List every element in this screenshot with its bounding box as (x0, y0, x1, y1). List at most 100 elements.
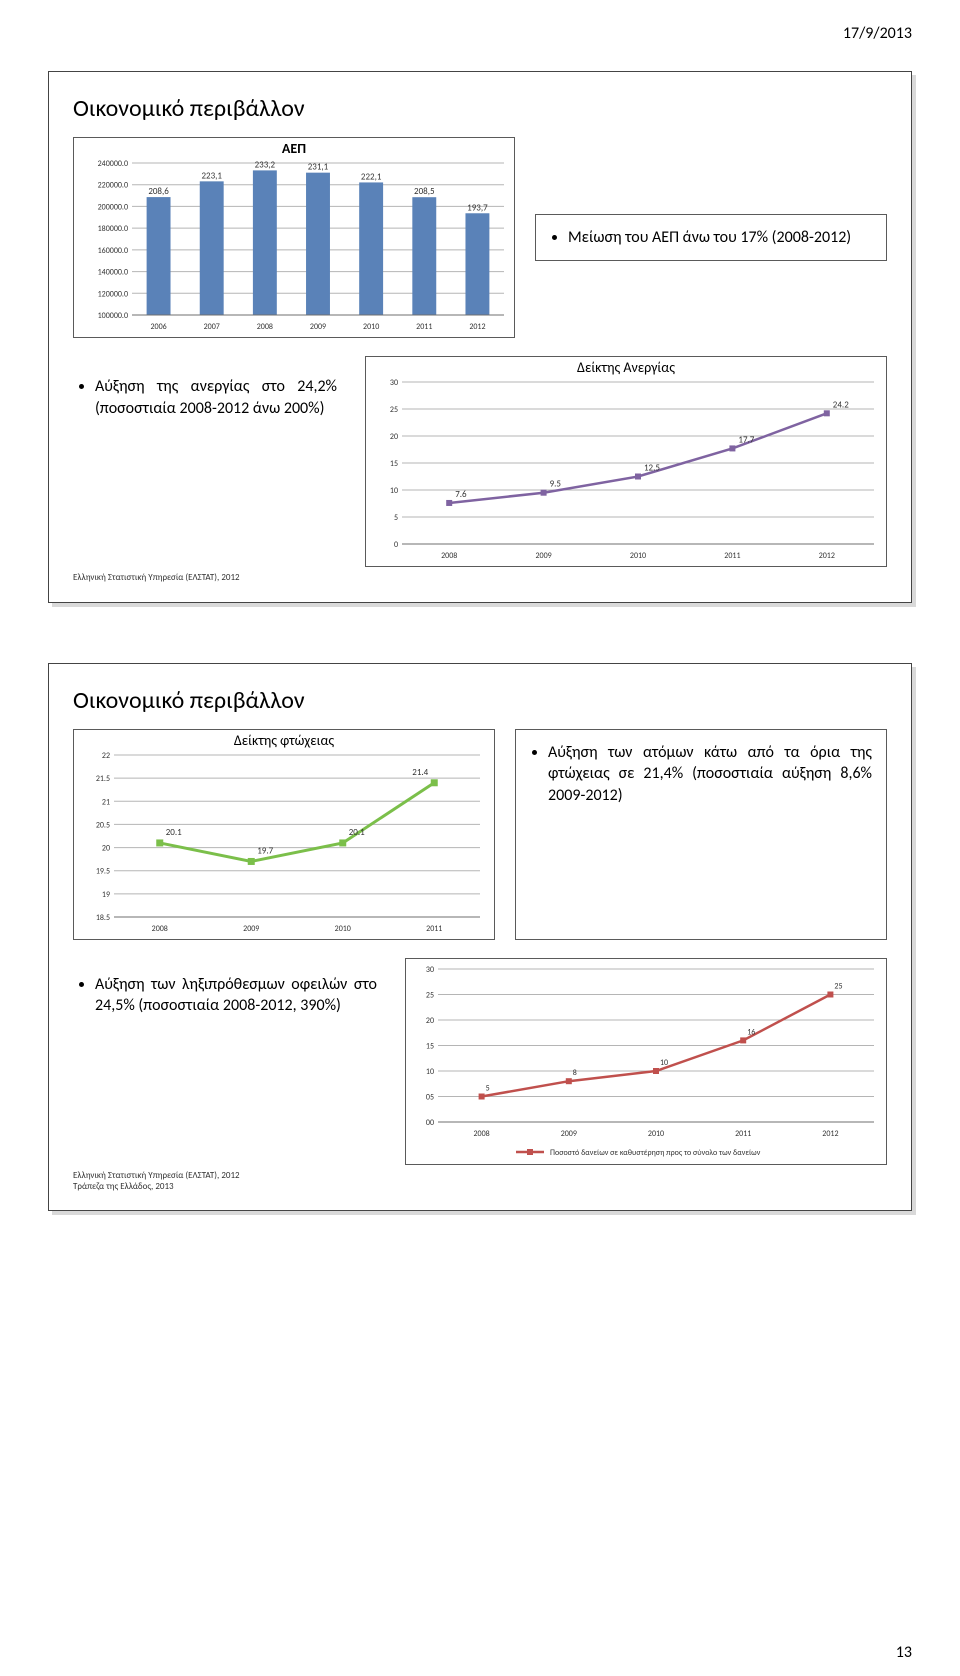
poverty-bullet-text: Αύξηση των ατόμων κάτω από τα όρια της φ… (548, 742, 872, 807)
svg-text:10: 10 (390, 486, 398, 496)
svg-text:30: 30 (426, 965, 434, 975)
svg-text:21: 21 (102, 797, 110, 807)
svg-text:25: 25 (390, 405, 398, 415)
unemployment-bullet-box: Αύξηση της ανεργίας στο 24,2% (ποσοστιαί… (73, 356, 345, 423)
svg-text:24.2: 24.2 (833, 399, 849, 410)
svg-text:2010: 2010 (648, 1129, 664, 1139)
svg-text:5: 5 (486, 1083, 490, 1093)
svg-text:222,1: 222,1 (361, 171, 382, 182)
svg-text:18.5: 18.5 (96, 913, 110, 923)
svg-text:180000.0: 180000.0 (98, 224, 128, 234)
slide-2: Οικονομικό περιβάλλον Δείκτης φτώχειας 1… (48, 663, 912, 1212)
svg-text:0: 0 (394, 540, 398, 550)
slide-2-source-2: Τράπεζα της Ελλάδος, 2013 (73, 1182, 887, 1193)
svg-text:231,1: 231,1 (308, 162, 329, 173)
svg-text:7.6: 7.6 (455, 489, 467, 500)
svg-text:30: 30 (390, 378, 398, 388)
svg-text:240000.0: 240000.0 (98, 159, 128, 169)
svg-text:2008: 2008 (257, 322, 273, 332)
loans-bullet-box: Αύξηση των ληξιπρόθεσμων οφειλών στο 24,… (73, 958, 385, 1021)
svg-text:2009: 2009 (243, 924, 259, 934)
svg-text:10: 10 (660, 1058, 668, 1068)
svg-text:20.5: 20.5 (96, 820, 110, 830)
svg-text:2008: 2008 (473, 1129, 489, 1139)
slide-2-title: Οικονομικό περιβάλλον (73, 686, 887, 715)
slide-1-source: Ελληνική Στατιστική Υπηρεσία (ΕΛΣΤΑΤ), 2… (73, 573, 887, 584)
svg-text:05: 05 (426, 1092, 434, 1102)
svg-text:15: 15 (426, 1041, 434, 1051)
unemployment-chart-title: Δείκτης Ανεργίας (366, 357, 886, 376)
svg-text:2009: 2009 (535, 551, 551, 561)
svg-text:2010: 2010 (363, 322, 379, 332)
svg-text:10: 10 (426, 1067, 434, 1077)
svg-text:25: 25 (426, 990, 434, 1000)
page-number: 13 (896, 1643, 912, 1662)
loans-chart-frame: 00 05 10 15 20 25 30 5 2008 8 2009 10 2010 16 2011 25 20… (405, 958, 887, 1165)
svg-text:2009: 2009 (561, 1129, 577, 1139)
svg-text:100000.0: 100000.0 (98, 311, 128, 321)
svg-text:16: 16 (747, 1027, 755, 1037)
svg-text:9.5: 9.5 (550, 479, 562, 490)
svg-text:20: 20 (390, 432, 398, 442)
svg-text:19: 19 (102, 890, 110, 900)
page: 17/9/2013 Οικονομικό περιβάλλον ΑΕΠ 1000… (0, 0, 960, 1676)
slide-1: Οικονομικό περιβάλλον ΑΕΠ 100000.0 120000… (48, 71, 912, 603)
svg-text:8: 8 (573, 1068, 577, 1078)
svg-text:22: 22 (102, 751, 110, 761)
unemployment-chart-frame: Δείκτης Ανεργίας 0 5 10 15 20 25 30 7.6 2008 9.5 2… (365, 356, 887, 567)
svg-text:193,7: 193,7 (467, 202, 488, 213)
svg-text:208,5: 208,5 (414, 186, 435, 197)
date-header: 17/9/2013 (48, 24, 912, 43)
svg-text:2010: 2010 (630, 551, 646, 561)
gdp-chart-svg: 100000.0 120000.0 140000.0 160000.0 180000.0… (74, 157, 512, 337)
svg-text:208,6: 208,6 (148, 186, 169, 197)
poverty-chart-svg: 18.51919.52020.52121.52220.1200819.72009… (74, 749, 492, 939)
slide-2-source-1: Ελληνική Στατιστική Υπηρεσία (ΕΛΣΤΑΤ), 2… (73, 1171, 887, 1182)
svg-text:21.4: 21.4 (412, 767, 428, 778)
slide-1-title: Οικονομικό περιβάλλον (73, 94, 887, 123)
svg-text:2010: 2010 (335, 924, 351, 934)
svg-text:20: 20 (102, 843, 110, 853)
svg-text:Ποσοστό δανείων σε καθυστέρηση: Ποσοστό δανείων σε καθυστέρηση προς το σ… (550, 1148, 761, 1158)
svg-text:20.1: 20.1 (349, 827, 365, 838)
svg-text:19.7: 19.7 (257, 845, 273, 856)
svg-text:2006: 2006 (150, 322, 166, 332)
svg-text:2012: 2012 (822, 1129, 838, 1139)
svg-text:160000.0: 160000.0 (98, 246, 128, 256)
slide-1-row-1: ΑΕΠ 100000.0 120000.0 140000.0 160000.0 1800… (73, 137, 887, 338)
slide-1-row-2: Αύξηση της ανεργίας στο 24,2% (ποσοστιαί… (73, 356, 887, 567)
svg-text:12.5: 12.5 (644, 463, 660, 474)
svg-text:200000.0: 200000.0 (98, 202, 128, 212)
svg-text:2012: 2012 (469, 322, 485, 332)
slide-2-source: Ελληνική Στατιστική Υπηρεσία (ΕΛΣΤΑΤ), 2… (73, 1171, 887, 1193)
svg-text:2012: 2012 (819, 551, 835, 561)
svg-text:2011: 2011 (416, 322, 432, 332)
svg-text:15: 15 (390, 459, 398, 469)
svg-text:19.5: 19.5 (96, 867, 110, 877)
svg-text:233,2: 233,2 (255, 159, 276, 170)
svg-text:2007: 2007 (204, 322, 220, 332)
svg-text:00: 00 (426, 1118, 434, 1128)
loans-chart-svg: 00 05 10 15 20 25 30 5 2008 8 2009 10 2010 16 2011 25 20… (406, 959, 886, 1164)
svg-text:25: 25 (834, 981, 842, 991)
loans-bullet-text: Αύξηση των ληξιπρόθεσμων οφειλών στο 24,… (95, 974, 377, 1017)
svg-text:17.7: 17.7 (738, 434, 754, 445)
svg-text:5: 5 (394, 513, 398, 523)
gdp-bullet-box: Μείωση του ΑΕΠ άνω του 17% (2008-2012) (535, 214, 887, 262)
svg-text:2011: 2011 (735, 1129, 751, 1139)
svg-text:2008: 2008 (152, 924, 168, 934)
svg-text:2008: 2008 (441, 551, 457, 561)
poverty-chart-title: Δείκτης φτώχειας (74, 730, 494, 749)
svg-text:2011: 2011 (724, 551, 740, 561)
slide-2-row-1: Δείκτης φτώχειας 18.51919.52020.52121.52… (73, 729, 887, 940)
svg-text:20: 20 (426, 1016, 434, 1026)
gdp-bullet-text: Μείωση του ΑΕΠ άνω του 17% (2008-2012) (568, 227, 872, 249)
gdp-chart-title: ΑΕΠ (74, 138, 514, 157)
unemployment-chart-svg: 0 5 10 15 20 25 30 7.6 2008 9.5 2009 12.5 2010 17.7 20… (366, 376, 886, 566)
slide-2-row-2: Αύξηση των ληξιπρόθεσμων οφειλών στο 24,… (73, 958, 887, 1165)
svg-text:120000.0: 120000.0 (98, 289, 128, 299)
svg-text:140000.0: 140000.0 (98, 268, 128, 278)
svg-text:2011: 2011 (426, 924, 442, 934)
unemployment-bullet-text: Αύξηση της ανεργίας στο 24,2% (ποσοστιαί… (95, 376, 337, 419)
svg-text:223,1: 223,1 (201, 170, 222, 181)
